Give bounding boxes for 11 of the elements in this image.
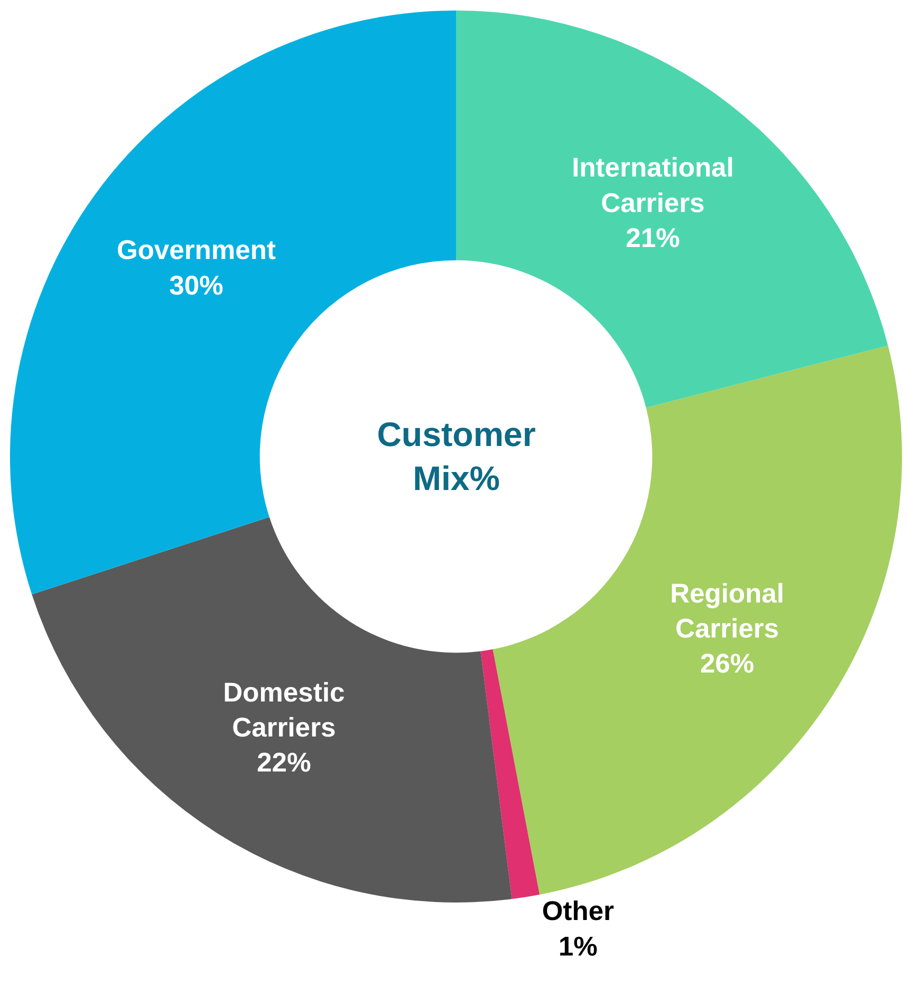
data-label: 26% (700, 648, 754, 679)
text: Customer Mix% (377, 416, 536, 498)
slice-label: Other (542, 896, 615, 926)
data-label: 22% (256, 748, 311, 778)
slice-label: International Carriers (572, 152, 734, 218)
slice-label: Domestic Carriers (223, 678, 345, 743)
data-label: 1% (558, 931, 598, 962)
data-label: 30% (169, 270, 224, 300)
slice-label: Government (116, 235, 276, 266)
slice-label: Regional Carriers (670, 578, 784, 644)
data-label: 21% (626, 222, 680, 253)
